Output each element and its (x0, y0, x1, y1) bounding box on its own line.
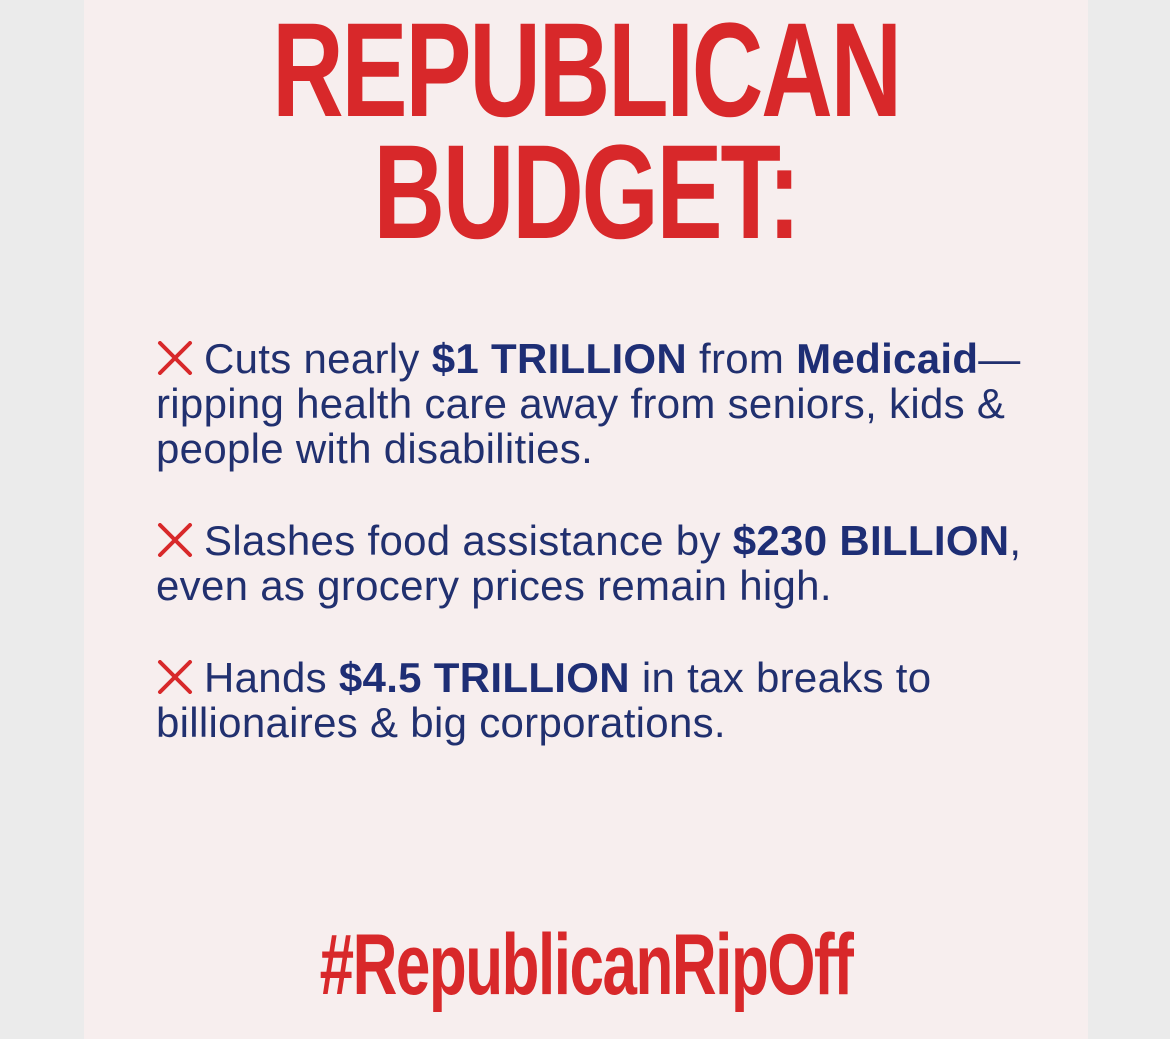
bullet-item-food-assistance: Slashes food assistance by $230 BILLION,… (156, 518, 1076, 608)
bullet-item-tax-breaks: Hands $4.5 TRILLION in tax breaks to bil… (156, 655, 1076, 745)
bullet-highlight-amount: $4.5 TRILLION (338, 654, 630, 701)
headline-line-2: BUDGET: (373, 118, 800, 267)
bullet-highlight-amount: $1 TRILLION (431, 335, 688, 382)
bullet-text-segment: in tax breaks to billionaires & big corp… (156, 654, 932, 746)
x-mark-icon (158, 660, 192, 694)
bullet-text-segment: Cuts nearly (204, 335, 432, 382)
bullet-list: Cuts nearly $1 TRILLION from Medicaid—ri… (156, 336, 1076, 792)
bullet-text-segment: —ripping health care away from seniors, … (156, 335, 1021, 472)
poster-card: REPUBLICAN BUDGET: Cuts nearly $1 TRILLI… (84, 0, 1088, 1039)
bullet-highlight-amount: $230 BILLION (732, 517, 1010, 564)
hashtag: #RepublicanRipOff (319, 917, 854, 1013)
bullet-text-segment: Hands (204, 654, 339, 701)
x-mark-icon (158, 523, 192, 557)
x-mark-icon (158, 341, 192, 375)
bullet-text-segment: from (687, 335, 797, 382)
bullet-text-segment: , even as grocery prices remain high. (156, 517, 1022, 609)
headline: REPUBLICAN BUDGET: (215, 0, 958, 267)
bullet-highlight-program: Medicaid (796, 335, 979, 382)
bullet-item-medicaid: Cuts nearly $1 TRILLION from Medicaid—ri… (156, 336, 1076, 471)
bullet-text-segment: Slashes food assistance by (204, 517, 733, 564)
headline-line-1: REPUBLICAN (272, 0, 902, 145)
